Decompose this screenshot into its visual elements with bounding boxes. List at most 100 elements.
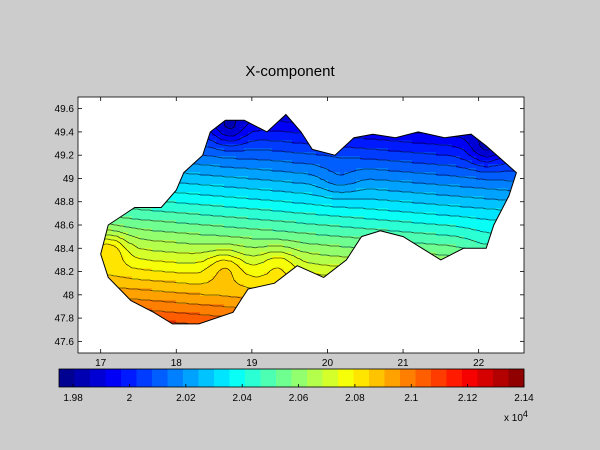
- contour-cell: [304, 204, 309, 209]
- contour-cell: [120, 220, 125, 225]
- contour-cell: [172, 228, 177, 233]
- contour-cell: [160, 312, 165, 317]
- contour-cell: [188, 168, 193, 173]
- contour-cell: [168, 228, 173, 233]
- contour-cell: [300, 232, 305, 237]
- contour-cell: [252, 244, 257, 249]
- contour-cell: [248, 144, 253, 149]
- contour-cell: [392, 160, 397, 165]
- contour-cell: [172, 276, 177, 281]
- contour-cell: [300, 244, 305, 249]
- contour-cell: [312, 264, 317, 269]
- contour-cell: [200, 216, 205, 221]
- contour-cell: [184, 208, 189, 213]
- contour-cell: [284, 116, 289, 121]
- contour-cell: [220, 172, 225, 177]
- contour-cell: [268, 160, 273, 165]
- contour-cell: [380, 184, 385, 189]
- contour-cell: [120, 288, 125, 293]
- contour-cell: [244, 244, 249, 249]
- contour-cell: [272, 264, 277, 269]
- contour-cell: [376, 152, 381, 157]
- contour-cell: [352, 140, 357, 145]
- contour-cell: [368, 164, 373, 169]
- contour-cell: [260, 152, 265, 157]
- contour-cell: [264, 268, 269, 273]
- contour-cell: [208, 136, 213, 141]
- contour-cell: [140, 292, 145, 297]
- contour-cell: [320, 260, 325, 265]
- contour-cell: [284, 264, 289, 269]
- contour-cell: [284, 192, 289, 197]
- contour-cell: [252, 268, 257, 273]
- contour-cell: [200, 180, 205, 185]
- contour-cell: [256, 136, 261, 141]
- contour-cell: [188, 288, 193, 293]
- contour-cell: [180, 312, 185, 317]
- contour-cell: [368, 220, 373, 225]
- contour-cell: [236, 144, 241, 149]
- contour-cell: [384, 196, 389, 201]
- contour-cell: [220, 240, 225, 245]
- contour-cell: [364, 192, 369, 197]
- contour-cell: [324, 156, 329, 161]
- contour-cell: [252, 208, 257, 213]
- contour-cell: [120, 244, 125, 249]
- contour-cell: [128, 228, 133, 233]
- contour-cell: [248, 260, 253, 265]
- contour-cell: [288, 240, 293, 245]
- contour-cell: [312, 260, 317, 265]
- contour-cell: [132, 244, 137, 249]
- contour-cell: [192, 184, 197, 189]
- contour-cell: [396, 136, 401, 141]
- contour-cell: [380, 140, 385, 145]
- contour-cell: [344, 184, 349, 189]
- contour-cell: [388, 140, 393, 145]
- contour-cell: [276, 228, 281, 233]
- contour-cell: [224, 196, 229, 201]
- contour-cell: [228, 256, 233, 261]
- contour-cell: [236, 132, 241, 137]
- contour-cell: [348, 168, 353, 173]
- contour-cell: [156, 284, 161, 289]
- contour-cell: [224, 216, 229, 221]
- contour-cell: [220, 176, 225, 181]
- contour-cell: [156, 224, 161, 229]
- contour-cell: [308, 200, 313, 205]
- contour-cell: [128, 296, 133, 301]
- contour-cell: [216, 288, 221, 293]
- contour-cell: [116, 240, 121, 245]
- contour-cell: [232, 284, 237, 289]
- contour-cell: [248, 208, 253, 213]
- contour-cell: [268, 136, 273, 141]
- contour-cell: [288, 164, 293, 169]
- contour-cell: [184, 264, 189, 269]
- contour-cell: [204, 228, 209, 233]
- contour-cell: [348, 240, 353, 245]
- contour-cell: [296, 244, 301, 249]
- contour-cell: [256, 152, 261, 157]
- contour-cell: [208, 248, 213, 253]
- contour-cell: [216, 144, 221, 149]
- contour-cell: [388, 144, 393, 149]
- contour-cell: [356, 200, 361, 205]
- contour-cell: [148, 236, 153, 241]
- contour-cell: [208, 280, 213, 285]
- contour-cell: [212, 236, 217, 241]
- contour-cell: [340, 180, 345, 185]
- contour-cell: [172, 204, 177, 209]
- contour-cell: [236, 172, 241, 177]
- contour-cell: [328, 216, 333, 221]
- contour-cell: [276, 208, 281, 213]
- contour-cell: [208, 260, 213, 265]
- contour-cell: [228, 288, 233, 293]
- contour-cell: [132, 224, 137, 229]
- contour-cell: [280, 228, 285, 233]
- contour-cell: [260, 216, 265, 221]
- contour-cell: [236, 208, 241, 213]
- contour-cell: [340, 176, 345, 181]
- contour-cell: [128, 244, 133, 249]
- contour-cell: [140, 268, 145, 273]
- contour-cell: [372, 224, 377, 229]
- contour-cell: [348, 236, 353, 241]
